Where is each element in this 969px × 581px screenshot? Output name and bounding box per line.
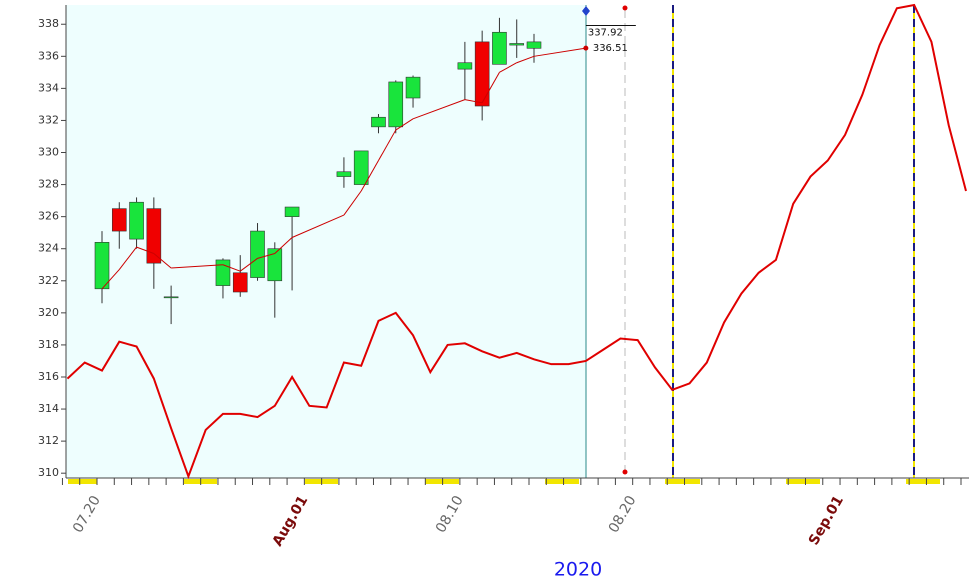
candle-body xyxy=(353,150,369,185)
ma-segment xyxy=(464,99,483,104)
x-tick-label: 08.10 xyxy=(433,493,467,536)
ma-segment xyxy=(153,253,172,269)
ma-segment xyxy=(378,129,397,161)
ma-segment xyxy=(239,257,258,272)
forecast-line xyxy=(66,3,967,480)
y-tick-label: 324 xyxy=(38,242,59,255)
y-tick-label: 338 xyxy=(38,17,59,30)
y-tick-label: 318 xyxy=(38,338,59,351)
ma-segment xyxy=(222,264,241,272)
candle-body xyxy=(267,248,283,282)
candle-body xyxy=(232,272,248,293)
candle-body xyxy=(111,208,127,232)
ma-segment xyxy=(499,62,517,73)
ma-segment xyxy=(274,237,293,254)
candle-body xyxy=(129,201,144,240)
ma-segment xyxy=(118,246,137,270)
candle-body xyxy=(388,81,404,128)
date-markers xyxy=(672,5,915,478)
ma-segment xyxy=(412,99,466,120)
x-tick-label: Aug.01 xyxy=(270,493,312,549)
ma-segment xyxy=(395,118,414,131)
y-tick-label: 332 xyxy=(38,113,59,126)
annotation-label: 337.92 xyxy=(588,28,623,39)
y-tick-label: 334 xyxy=(38,81,59,94)
y-tick-label: 330 xyxy=(38,146,59,159)
y-tick-label: 320 xyxy=(38,306,59,319)
candle-body xyxy=(474,41,490,107)
ma-end-label: 336.51 xyxy=(593,43,628,54)
y-tick-label: 326 xyxy=(38,210,59,223)
candle-body xyxy=(492,31,507,65)
ma-end-dot xyxy=(583,45,589,51)
candle-body xyxy=(371,116,386,128)
candle-body xyxy=(250,230,265,278)
x-tick-label: Sep.01 xyxy=(806,493,847,548)
y-tick-label: 312 xyxy=(38,434,59,447)
candle-body xyxy=(405,76,421,99)
y-tick-label: 316 xyxy=(38,370,59,383)
x-tick-label: 08.20 xyxy=(606,493,640,536)
ma-segment xyxy=(291,214,345,238)
candle-body xyxy=(215,259,231,286)
candle-body xyxy=(526,41,542,49)
y-tick-label: 328 xyxy=(38,178,59,191)
y-tick-label: 336 xyxy=(38,49,59,62)
ma-segment xyxy=(171,264,223,269)
ma-segment xyxy=(343,190,362,216)
marker-diamond xyxy=(582,6,590,16)
marker-dot xyxy=(622,469,628,475)
candle-body xyxy=(457,62,473,70)
ma-segment xyxy=(101,269,120,290)
ma-segment xyxy=(533,47,586,57)
candle-body xyxy=(509,43,525,46)
ma-segment xyxy=(136,246,155,254)
ma-segment xyxy=(481,72,500,104)
candle-body xyxy=(146,208,162,264)
y-tick-label: 310 xyxy=(38,466,59,479)
candle-body xyxy=(163,296,179,299)
x-tick-label: 07.20 xyxy=(70,493,104,536)
weekend-markers xyxy=(68,479,940,484)
y-tick-label: 322 xyxy=(38,274,59,287)
x-axis-label: 2020 xyxy=(554,559,602,581)
ma-segment xyxy=(516,55,535,64)
ma-segment xyxy=(257,253,275,259)
marker-dot xyxy=(622,5,628,11)
candle-body xyxy=(94,242,110,290)
candle-body xyxy=(336,171,352,177)
ma-segment xyxy=(360,160,379,192)
y-tick-label: 314 xyxy=(38,402,59,415)
candle-body xyxy=(284,206,300,217)
